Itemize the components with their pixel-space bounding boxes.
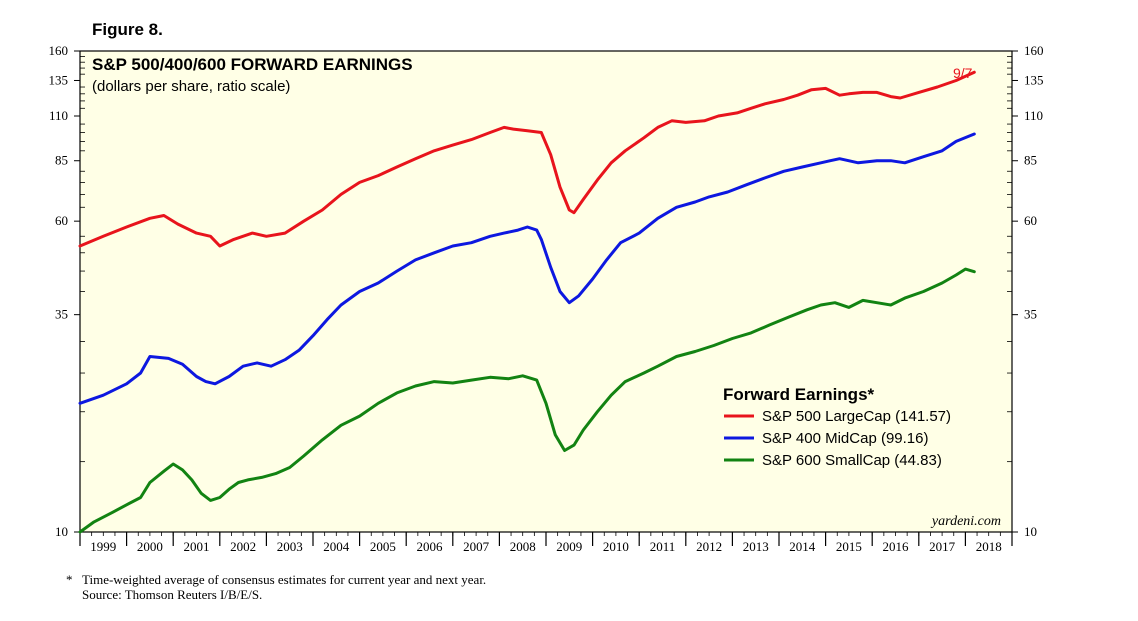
x-tick-label: 2018 [976, 539, 1002, 554]
y-tick-label-right: 60 [1024, 213, 1037, 228]
y-tick-label-left: 10 [55, 524, 68, 539]
footnote: * Time-weighted average of consensus esti… [66, 572, 486, 602]
x-tick-label: 2002 [230, 539, 256, 554]
x-tick-label: 2006 [417, 539, 444, 554]
y-tick-label-right: 110 [1024, 108, 1043, 123]
y-tick-label-left: 85 [55, 153, 68, 168]
x-tick-label: 2000 [137, 539, 163, 554]
y-tick-label-left: 160 [49, 43, 69, 58]
y-tick-label-right: 135 [1024, 72, 1044, 87]
x-tick-label: 2015 [836, 539, 862, 554]
legend-label-sp400: S&P 400 MidCap (99.16) [762, 430, 929, 447]
y-tick-label-left: 60 [55, 213, 68, 228]
x-tick-label: 2009 [556, 539, 582, 554]
x-axis-labels: 1999 2000 2001 2002 2003 2004 2005 2006 2007 2008… [90, 539, 1001, 554]
watermark: yardeni.com [930, 514, 1001, 529]
y-tick-label-right: 85 [1024, 153, 1037, 168]
x-tick-label: 2016 [883, 539, 910, 554]
x-tick-label: 2001 [184, 539, 210, 554]
axis-ticks [74, 50, 1018, 546]
chart-subtitle: (dollars per share, ratio scale) [92, 78, 290, 95]
x-tick-label: 2013 [743, 539, 769, 554]
y-tick-label-left: 135 [49, 72, 69, 87]
end-annotation: 9/7 [953, 65, 973, 81]
legend-label-sp600: S&P 600 SmallCap (44.83) [762, 452, 942, 469]
y-tick-label-right: 10 [1024, 524, 1037, 539]
x-tick-label: 2012 [696, 539, 722, 554]
y-axis-left-labels: 10 35 60 85 110 135 160 [49, 43, 69, 539]
y-tick-label-left: 110 [49, 108, 68, 123]
x-tick-label: 2014 [789, 539, 816, 554]
series-line-1 [78, 132, 976, 405]
y-axis-right-labels: 10 35 60 85 110 135 160 [1024, 43, 1044, 539]
y-tick-label-right: 35 [1024, 307, 1037, 322]
legend-label-sp500: S&P 500 LargeCap (141.57) [762, 408, 951, 425]
x-tick-label: 2011 [650, 539, 676, 554]
series-line-2 [78, 267, 976, 534]
series-line-0 [78, 70, 976, 248]
x-tick-label: 2017 [929, 539, 956, 554]
x-tick-label: 1999 [90, 539, 116, 554]
footnote-text: Time-weighted average of consensus estim… [82, 572, 487, 587]
figure-label: Figure 8. [92, 20, 163, 39]
chart-title: S&P 500/400/600 FORWARD EARNINGS [92, 55, 413, 74]
footnote-star: * [66, 572, 73, 587]
x-tick-label: 2005 [370, 539, 396, 554]
x-tick-label: 2004 [323, 539, 350, 554]
source-text: Source: Thomson Reuters I/B/E/S. [82, 587, 263, 602]
x-tick-label: 2008 [510, 539, 536, 554]
x-tick-label: 2007 [463, 539, 490, 554]
legend-title: Forward Earnings* [723, 385, 875, 404]
x-tick-label: 2010 [603, 539, 629, 554]
footnote-line: * Time-weighted average of consensus esti… [66, 572, 486, 587]
y-tick-label-left: 35 [55, 307, 68, 322]
y-tick-label-right: 160 [1024, 43, 1044, 58]
x-tick-label: 2003 [277, 539, 303, 554]
series-lines [78, 70, 976, 534]
legend: Forward Earnings* S&P 500 LargeCap (141.… [723, 385, 951, 469]
